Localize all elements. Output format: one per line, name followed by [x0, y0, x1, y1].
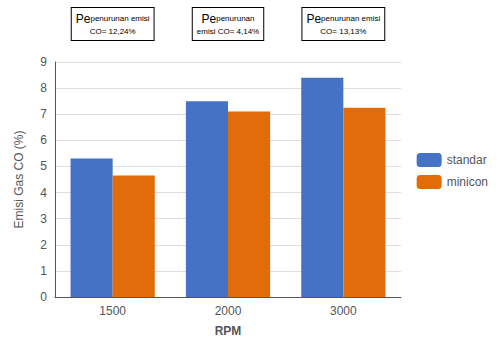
svg-text:Pe: Pe: [76, 12, 91, 26]
svg-text:2000: 2000: [215, 304, 242, 318]
svg-text:Emisi Gas CO (%): Emisi Gas CO (%): [12, 130, 26, 228]
svg-text:2: 2: [40, 238, 47, 252]
svg-text:3000: 3000: [330, 304, 357, 318]
svg-text:minicon: minicon: [447, 175, 488, 189]
svg-text:standar: standar: [447, 153, 487, 167]
svg-text:9: 9: [40, 55, 47, 69]
svg-text:Pe: Pe: [202, 12, 217, 26]
svg-text:penurunan: penurunan: [216, 14, 254, 23]
svg-text:4: 4: [40, 186, 47, 200]
svg-text:CO= 12,24%: CO= 12,24%: [90, 27, 136, 36]
svg-text:3: 3: [40, 212, 47, 226]
svg-text:1: 1: [40, 264, 47, 278]
svg-text:emisi CO= 4,14%: emisi CO= 4,14%: [197, 27, 259, 36]
svg-text:Pe: Pe: [306, 12, 321, 26]
svg-text:penurunan emisi: penurunan emisi: [321, 14, 380, 23]
svg-text:7: 7: [40, 107, 47, 121]
svg-text:1500: 1500: [99, 304, 126, 318]
svg-text:0: 0: [40, 290, 47, 304]
svg-text:6: 6: [40, 133, 47, 147]
svg-text:CO= 13,13%: CO= 13,13%: [320, 27, 366, 36]
svg-text:RPM: RPM: [215, 324, 242, 338]
svg-text:8: 8: [40, 81, 47, 95]
svg-text:penurunan emisi: penurunan emisi: [90, 14, 149, 23]
svg-text:5: 5: [40, 159, 47, 173]
